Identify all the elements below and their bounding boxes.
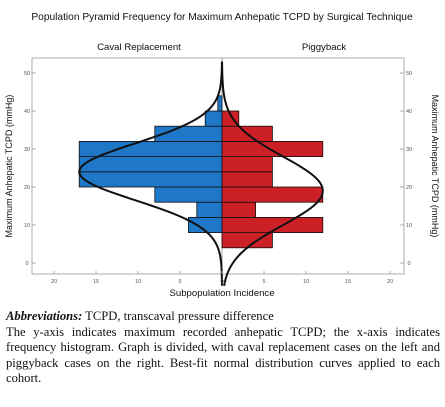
x-tick-label-right: 20 bbox=[387, 279, 393, 285]
caval-fit-curve bbox=[78, 61, 223, 286]
y-tick-label-right: 10 bbox=[406, 223, 412, 229]
x-tick-label-right: 0 bbox=[223, 279, 226, 285]
piggyback-bar-2 bbox=[221, 216, 324, 233]
y-tick-label-right: 50 bbox=[406, 71, 412, 77]
caption-abbreviations: Abbreviations: TCPD, transcaval pressure… bbox=[6, 309, 440, 325]
x-tick-label-right: 15 bbox=[345, 279, 351, 285]
caval-bar-5 bbox=[78, 171, 223, 188]
caval-bar-6 bbox=[78, 156, 223, 173]
caption-body: The y-axis indicates maximum recorded an… bbox=[6, 324, 440, 386]
abbreviations-label: Abbreviations: bbox=[6, 309, 83, 323]
y-tick-label-left: 50 bbox=[24, 71, 30, 77]
fit-curves bbox=[78, 61, 324, 286]
y-axis-label-right: Maximum Anhepatic TCPD (mmHg) bbox=[430, 95, 440, 238]
piggyback-bar-3 bbox=[221, 201, 256, 218]
figure-caption: Abbreviations: TCPD, transcaval pressure… bbox=[6, 309, 440, 387]
y-tick-label-left: 20 bbox=[24, 185, 30, 191]
x-tick-label-left: 20 bbox=[51, 279, 57, 285]
y-tick-label-right: 30 bbox=[406, 147, 412, 153]
caval-bar-10 bbox=[217, 95, 223, 112]
piggyback-bar-7 bbox=[221, 140, 324, 157]
y-axis-label-left: Maximum Anhepatic TCPD (mmHg) bbox=[4, 95, 14, 238]
piggyback-bar-4 bbox=[221, 186, 324, 203]
y-tick-label-left: 0 bbox=[25, 261, 28, 267]
y-tick-label-right: 40 bbox=[406, 109, 412, 115]
population-pyramid-chart: Population Pyramid Frequency for Maximum… bbox=[4, 12, 440, 299]
y-tick-label-right: 0 bbox=[407, 261, 410, 267]
y-tick-label-left: 40 bbox=[24, 109, 30, 115]
x-tick-label-left: 10 bbox=[135, 279, 141, 285]
caval-bar-3 bbox=[196, 201, 223, 218]
x-tick-label-left: 5 bbox=[178, 279, 181, 285]
y-axis-ticks: 0 0 10 10 20 20 30 30 40 40 50 50 bbox=[24, 71, 412, 267]
x-tick-label-right: 5 bbox=[262, 279, 265, 285]
abbreviations-text: TCPD, transcaval pressure difference bbox=[82, 309, 274, 323]
piggyback-bar-5 bbox=[221, 171, 273, 188]
caval-bar-4 bbox=[154, 186, 223, 203]
piggyback-fit-curve bbox=[221, 61, 324, 286]
x-tick-label-left: 0 bbox=[220, 279, 223, 285]
x-axis-ticks: 20 15 10 5 0 0 5 10 15 20 bbox=[51, 271, 393, 285]
piggyback-bar-6 bbox=[221, 156, 273, 173]
x-axis-label: Subpopulation Incidence bbox=[169, 288, 274, 299]
caval-bar-9 bbox=[204, 110, 223, 127]
x-tick-label-left: 15 bbox=[93, 279, 99, 285]
y-tick-label-left: 30 bbox=[24, 147, 30, 153]
right-panel-label: Piggyback bbox=[302, 42, 346, 53]
x-tick-label-right: 10 bbox=[303, 279, 309, 285]
chart-title: Population Pyramid Frequency for Maximum… bbox=[31, 12, 413, 23]
caval-bar-7 bbox=[78, 140, 223, 157]
y-tick-label-left: 10 bbox=[24, 223, 30, 229]
right-bars bbox=[221, 110, 324, 249]
y-tick-label-right: 20 bbox=[406, 185, 412, 191]
left-panel-label: Caval Replacement bbox=[97, 42, 181, 53]
